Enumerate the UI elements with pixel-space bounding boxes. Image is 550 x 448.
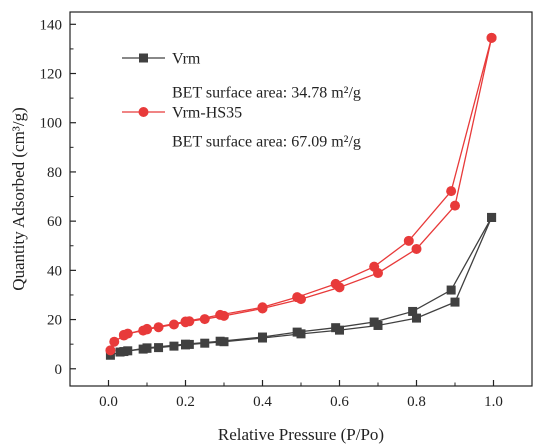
data-point bbox=[169, 341, 179, 351]
data-point bbox=[450, 297, 460, 307]
data-point bbox=[118, 329, 129, 340]
y-tick-label: 80 bbox=[47, 165, 62, 181]
y-tick-label: 0 bbox=[55, 362, 63, 378]
data-point bbox=[412, 313, 421, 323]
series-layer bbox=[105, 32, 497, 360]
x-tick-label: 0.4 bbox=[253, 394, 272, 410]
data-point bbox=[181, 339, 190, 349]
data-point bbox=[446, 285, 456, 295]
y-tick-label: 140 bbox=[40, 17, 63, 33]
x-tick-label: 0.6 bbox=[330, 394, 349, 410]
legend-note: BET surface area: 34.78 m²/g bbox=[172, 85, 361, 102]
data-point bbox=[109, 336, 120, 347]
data-point bbox=[411, 243, 422, 254]
data-point bbox=[215, 336, 225, 346]
y-tick-label: 120 bbox=[40, 67, 63, 83]
data-point bbox=[142, 323, 152, 334]
x-tick-label: 1.0 bbox=[484, 394, 503, 410]
data-point bbox=[199, 314, 210, 325]
data-point bbox=[257, 302, 268, 313]
data-point bbox=[154, 343, 164, 353]
data-point bbox=[168, 319, 179, 330]
legend-marker bbox=[138, 107, 149, 117]
y-axis-title: Quantity Adsorbed (cm³/g) bbox=[9, 107, 28, 291]
data-point bbox=[330, 278, 341, 289]
legend-note: BET surface area: 67.09 m²/g bbox=[172, 134, 361, 151]
data-point bbox=[215, 309, 226, 320]
legend-marker bbox=[139, 53, 148, 63]
data-point bbox=[180, 316, 191, 327]
series-vrm bbox=[105, 212, 497, 360]
data-point bbox=[369, 261, 380, 272]
data-point bbox=[487, 212, 497, 222]
x-tick-label: 0.2 bbox=[176, 394, 195, 410]
data-point bbox=[331, 323, 341, 333]
data-point bbox=[292, 327, 302, 337]
data-point bbox=[153, 322, 164, 333]
data-point bbox=[403, 235, 414, 246]
data-point bbox=[408, 306, 418, 316]
x-axis-title: Relative Pressure (P/Po) bbox=[218, 425, 384, 444]
legend-label: Vrm bbox=[172, 51, 201, 68]
x-tick-label: 0.0 bbox=[99, 394, 118, 410]
data-point bbox=[119, 347, 129, 357]
data-point bbox=[292, 292, 303, 303]
series-line-desorption bbox=[123, 37, 493, 336]
data-point bbox=[105, 345, 116, 356]
axis-ticks: 0.0 0.2 0.4 0.6 0.8 1.0 0 20 40 60 80 100 120 140 bbox=[40, 17, 533, 410]
x-tick-label: 0.8 bbox=[407, 394, 426, 410]
series-line-desorption bbox=[123, 217, 493, 353]
legend: Vrm BET surface area: 34.78 m²/g Vrm-HS35 B… bbox=[122, 51, 361, 151]
legend-label: Vrm-HS35 bbox=[172, 105, 242, 122]
data-point bbox=[200, 338, 210, 348]
data-point bbox=[258, 332, 267, 342]
y-tick-label: 60 bbox=[47, 214, 62, 230]
data-point bbox=[446, 186, 457, 197]
data-point bbox=[486, 32, 497, 43]
data-point bbox=[450, 200, 460, 211]
data-point bbox=[369, 317, 379, 327]
series-vrm-hs35 bbox=[105, 32, 497, 356]
y-tick-label: 100 bbox=[40, 116, 63, 132]
data-point bbox=[142, 343, 152, 353]
y-tick-label: 40 bbox=[47, 263, 62, 279]
y-tick-label: 20 bbox=[47, 313, 62, 329]
